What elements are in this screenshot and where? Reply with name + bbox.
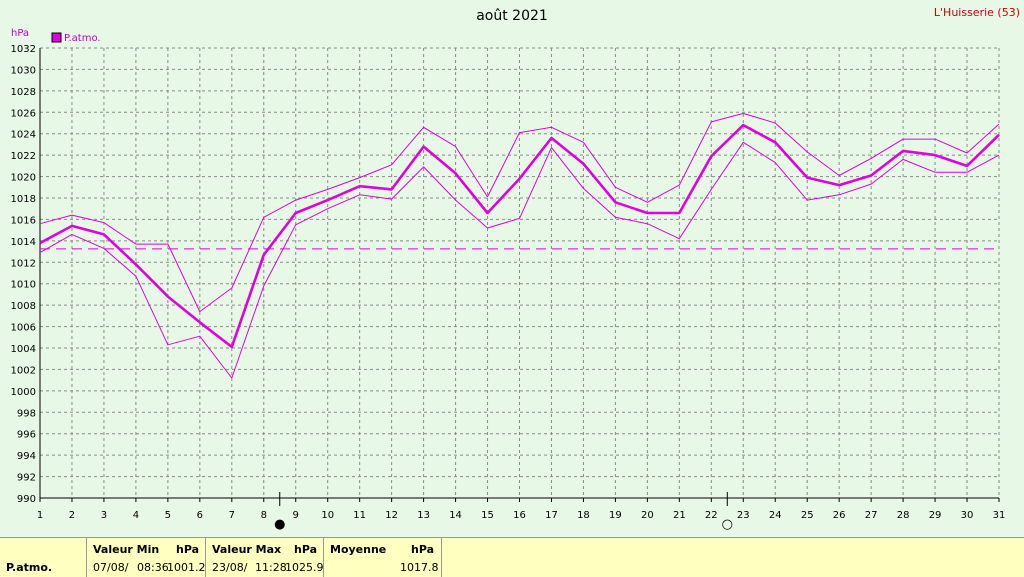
x-tick-label: 12 xyxy=(385,510,398,521)
x-tick-label: 4 xyxy=(133,510,139,521)
max-time: 11:28 xyxy=(255,561,287,574)
x-tick-label: 11 xyxy=(353,510,366,521)
footer-label-cell: P.atmo. xyxy=(0,538,87,577)
y-tick-label: 1028 xyxy=(11,87,36,98)
y-tick-label: 1012 xyxy=(11,258,36,269)
x-tick-label: 20 xyxy=(641,510,654,521)
x-tick-label: 13 xyxy=(417,510,430,521)
series-line-min xyxy=(39,141,1000,379)
x-tick-label: 24 xyxy=(769,510,782,521)
x-tick-label: 14 xyxy=(449,510,462,521)
axes xyxy=(39,48,1000,502)
y-tick-label: 1014 xyxy=(11,237,36,248)
mean-unit: hPa xyxy=(411,543,435,556)
x-tick-label: 8 xyxy=(261,510,267,521)
min-header: Valeur Min xyxy=(93,543,160,556)
pressure-chart: août 2021 L'Huisserie (53) hPa P.atmo. 9… xyxy=(11,6,1020,532)
stats-footer: P.atmo. Valeur Min hPa 07/08/ 08:36 1001… xyxy=(0,537,1024,577)
min-unit: hPa xyxy=(176,543,200,556)
x-tick-label: 23 xyxy=(737,510,750,521)
y-tick-label: 1022 xyxy=(11,151,36,162)
x-tick-label: 31 xyxy=(993,510,1006,521)
x-tick-label: 25 xyxy=(801,510,814,521)
y-tick-label: 1032 xyxy=(11,44,36,55)
series-line-mean xyxy=(39,123,1000,349)
series-lines xyxy=(39,112,1000,379)
series-line-max xyxy=(39,112,1000,313)
tick-labels: 9909929949969981000100210041006100810101… xyxy=(11,44,1006,521)
grid xyxy=(40,47,1000,498)
x-tick-label: 1 xyxy=(37,510,43,521)
x-tick-label: 28 xyxy=(897,510,910,521)
y-tick-label: 1006 xyxy=(11,323,36,334)
min-time: 08:36 xyxy=(137,561,169,574)
x-tick-label: 16 xyxy=(513,510,526,521)
y-tick-label: 1016 xyxy=(11,215,36,226)
location-label: L'Huisserie (53) xyxy=(934,6,1020,19)
x-tick-label: 19 xyxy=(609,510,622,521)
y-axis-unit: hPa xyxy=(11,28,29,39)
x-tick-label: 22 xyxy=(705,510,718,521)
y-tick-label: 1002 xyxy=(11,365,36,376)
y-tick-label: 1010 xyxy=(11,280,36,291)
x-tick-label: 6 xyxy=(197,510,203,521)
y-tick-label: 998 xyxy=(17,408,36,419)
y-tick-label: 1026 xyxy=(11,108,36,119)
mean-header: Moyenne xyxy=(330,543,387,556)
x-tick-label: 27 xyxy=(865,510,878,521)
min-date: 07/08/ xyxy=(93,561,129,574)
legend-label: P.atmo. xyxy=(64,33,101,44)
x-tick-label: 17 xyxy=(545,510,558,521)
mean-cell: Moyenne hPa 1017.8 xyxy=(324,538,442,577)
moon-full-icon: ○ xyxy=(722,517,733,532)
y-tick-label: 1018 xyxy=(11,194,36,205)
y-tick-label: 1000 xyxy=(11,387,36,398)
y-tick-label: 1008 xyxy=(11,301,36,312)
y-tick-label: 994 xyxy=(17,451,36,462)
max-cell: Valeur Max hPa 23/08/ 11:28 1025.9 xyxy=(206,538,324,577)
x-tick-label: 3 xyxy=(101,510,107,521)
x-tick-label: 18 xyxy=(577,510,590,521)
y-tick-label: 1024 xyxy=(11,130,36,141)
min-value: 1001.2 xyxy=(167,561,206,574)
min-cell: Valeur Min hPa 07/08/ 08:36 1001.2 xyxy=(87,538,206,577)
x-tick-label: 21 xyxy=(673,510,686,521)
moon-phases: ● ○ xyxy=(274,492,733,532)
max-date: 23/08/ xyxy=(212,561,248,574)
chart-title: août 2021 xyxy=(476,8,548,24)
x-tick-label: 29 xyxy=(929,510,942,521)
moon-new-icon: ● xyxy=(274,517,285,532)
x-tick-label: 2 xyxy=(69,510,75,521)
y-tick-label: 996 xyxy=(17,430,36,441)
footer-row-label: P.atmo. xyxy=(6,561,53,574)
mean-value: 1017.8 xyxy=(400,561,439,574)
x-tick-label: 15 xyxy=(481,510,494,521)
y-tick-label: 990 xyxy=(17,494,36,505)
max-unit: hPa xyxy=(294,543,318,556)
x-tick-label: 5 xyxy=(165,510,171,521)
legend-swatch xyxy=(51,32,62,43)
y-tick-label: 1030 xyxy=(11,65,36,76)
x-tick-label: 30 xyxy=(961,510,974,521)
x-tick-label: 7 xyxy=(229,510,235,521)
y-tick-label: 992 xyxy=(17,473,36,484)
max-value: 1025.9 xyxy=(285,561,324,574)
y-tick-label: 1004 xyxy=(11,344,36,355)
y-tick-label: 1020 xyxy=(11,173,36,184)
x-tick-label: 26 xyxy=(833,510,846,521)
max-header: Valeur Max xyxy=(212,543,282,556)
x-tick-label: 9 xyxy=(293,510,299,521)
x-tick-label: 10 xyxy=(321,510,334,521)
